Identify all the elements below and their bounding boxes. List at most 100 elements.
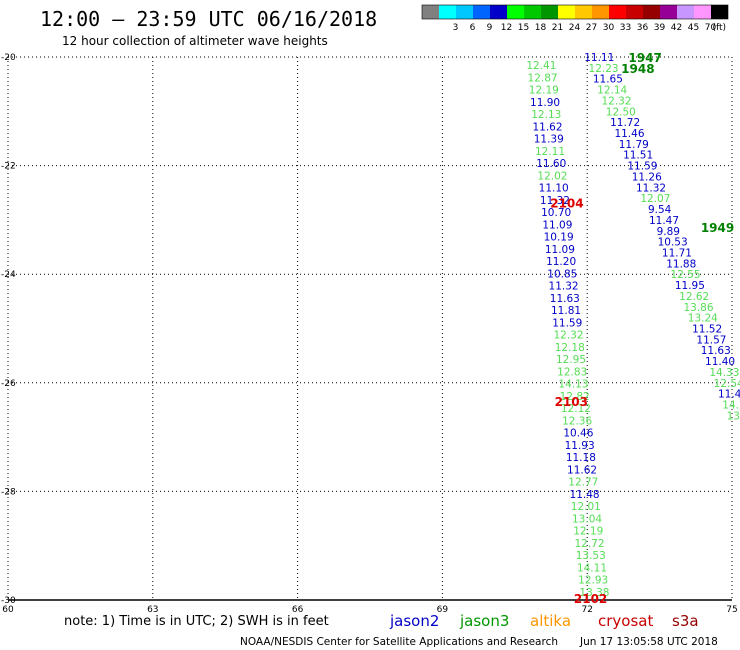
wave-height-value: 11.48 (570, 489, 600, 501)
lon-tick-label: 60 (2, 605, 14, 615)
satellite-cryosat: cryosat (598, 612, 653, 630)
satellite-s3a: s3a (672, 612, 699, 630)
wave-height-value: 9.89 (657, 226, 680, 238)
wave-height-value: 11.44 (718, 389, 740, 401)
legend-swatch (473, 5, 490, 19)
wave-height-value: 12.23 (589, 63, 619, 75)
wave-height-value: 11.51 (623, 150, 653, 162)
wave-height-value: 11.93 (565, 440, 595, 452)
wave-height-value: 13.04 (572, 513, 602, 525)
pass-label: 2104 (550, 197, 583, 211)
axis-tick-labels: 60 63 66 69 72 75 -20 -22 -24 -26 -28 -30 (1, 53, 738, 615)
wave-height-value: 11.26 (632, 171, 662, 183)
legend-label: 42 (671, 23, 682, 33)
wave-height-value: 11.18 (566, 452, 596, 464)
legend-swatch (456, 5, 473, 19)
wave-height-value: 11.60 (536, 158, 566, 170)
wave-height-value: 11.32 (549, 281, 579, 293)
wave-height-value: 11.72 (610, 117, 640, 129)
wave-height-value: 11.63 (701, 345, 731, 357)
legend-swatch (609, 5, 626, 19)
wave-height-value: 11.90 (530, 97, 560, 109)
wave-height-value: 11.71 (662, 247, 692, 259)
footer-credit: NOAA/NESDIS Center for Satellite Applica… (240, 636, 558, 648)
wave-height-value: 12.95 (556, 354, 586, 366)
footer-timestamp: Jun 17 13:05:58 UTC 2018 (579, 636, 718, 648)
wave-height-value: 11.62 (532, 121, 562, 133)
wave-height-value: 11.52 (692, 324, 722, 336)
wave-height-value: 10.53 (658, 237, 688, 249)
note-text: note: 1) Time is in UTC; 2) SWH is in fe… (64, 614, 329, 629)
wave-height-value: 11.09 (542, 219, 572, 231)
wave-height-value: 13.91 (727, 410, 740, 422)
legend-label: 24 (569, 23, 581, 33)
map-grid (7, 56, 733, 601)
wave-height-value: 12.12 (561, 403, 591, 415)
lat-tick-label: -26 (1, 379, 16, 389)
legend-label: 30 (603, 23, 615, 33)
legend-swatch (490, 5, 507, 19)
lon-tick-label: 75 (726, 605, 737, 615)
legend-label: 21 (552, 23, 563, 33)
legend-label: 15 (518, 23, 529, 33)
wave-height-value: 12.02 (537, 170, 567, 182)
legend-swatch (626, 5, 643, 19)
wave-height-value: 11.46 (614, 128, 644, 140)
satellite-jason3: jason3 (459, 612, 509, 630)
wave-height-value: 12.11 (535, 146, 565, 158)
wave-height-value: 11.95 (675, 280, 705, 292)
satellite-altika: altika (530, 612, 571, 630)
pass-label: 2102 (574, 592, 607, 606)
wave-height-value: 12.83 (557, 366, 587, 378)
wave-height-value: 12.50 (606, 106, 636, 118)
wave-height-value: 11.57 (696, 334, 726, 346)
wave-height-value: 14.33 (709, 367, 739, 379)
legend-swatch (524, 5, 541, 19)
wave-height-value: 14.28 (722, 400, 740, 412)
wave-height-value: 12.18 (555, 342, 585, 354)
wave-height-value: 12.77 (568, 477, 598, 489)
wave-height-value: 11.59 (627, 161, 657, 173)
legend-swatch (711, 5, 728, 19)
wave-height-value: 14.11 (577, 562, 607, 574)
wave-height-value: 11.10 (539, 183, 569, 195)
satellite-jason2: jason2 (389, 612, 439, 630)
wave-height-value: 12.19 (529, 85, 559, 97)
wave-height-value: 12.72 (574, 538, 604, 550)
wave-height-value: 13.86 (683, 302, 713, 314)
legend-swatch (575, 5, 592, 19)
wave-height-legend: 3 6 9 12 15 18 21 24 27 30 33 36 39 42 45 70(ft) (421, 4, 729, 33)
wave-height-value: 14.13 (558, 379, 588, 391)
wave-height-value: 12.41 (526, 60, 556, 72)
satellite-legend: jason2 jason3 altika cryosat s3a (389, 612, 699, 630)
legend-label: 39 (654, 23, 666, 33)
legend-label: 33 (620, 23, 631, 33)
wave-height-value: 10.46 (563, 428, 593, 440)
legend-swatch (541, 5, 558, 19)
wave-height-value: 11.59 (552, 317, 582, 329)
wave-height-value: 13.38 (579, 587, 609, 599)
legend-label: 6 (470, 23, 476, 33)
pass-label: 1948 (621, 62, 654, 76)
wave-height-value: 11.40 (705, 356, 735, 368)
map-title: 12:00 – 23:59 UTC 06/16/2018 (40, 7, 377, 31)
wave-height-value: 12.32 (553, 330, 583, 342)
wave-height-value: 11.62 (567, 464, 597, 476)
wave-height-value: 12.36 (562, 415, 592, 427)
legend-swatch (439, 5, 456, 19)
legend-label: 3 (453, 23, 459, 33)
wave-height-value: 12.01 (571, 501, 601, 513)
wave-height-value: 13.53 (576, 550, 606, 562)
legend-swatch (643, 5, 660, 19)
legend-label: 9 (487, 23, 493, 33)
wave-height-value: 12.13 (531, 109, 561, 121)
wave-height-value: 12.14 (597, 85, 627, 97)
pass-label: 1949 (701, 221, 734, 235)
pass-label: 1947 (628, 51, 661, 65)
wave-height-value: 9.54 (648, 204, 672, 216)
wave-height-value: 10.85 (547, 268, 577, 280)
legend-swatch (677, 5, 694, 19)
wave-height-value: 12.93 (578, 575, 608, 587)
